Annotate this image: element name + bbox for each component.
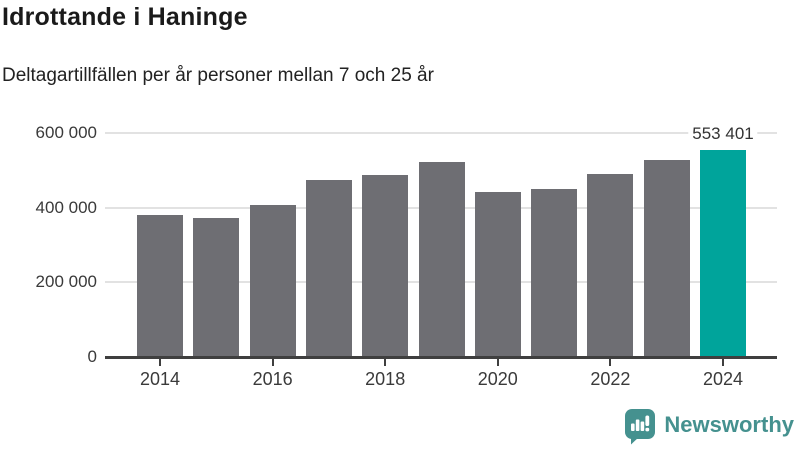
gridline-600000 bbox=[105, 132, 777, 134]
y-axis-label: 600 000 bbox=[35, 123, 97, 142]
bar-2014 bbox=[137, 215, 183, 357]
x-tick-2024 bbox=[722, 359, 724, 366]
bar-2021 bbox=[531, 188, 578, 357]
x-axis-label-2022: 2022 bbox=[590, 369, 631, 389]
x-tick-2016 bbox=[271, 359, 274, 366]
bar-2024 bbox=[700, 150, 746, 357]
bar-2015 bbox=[193, 218, 240, 357]
y-axis-label: 400 000 bbox=[35, 197, 97, 217]
x-axis-line bbox=[105, 356, 777, 359]
bar-2017 bbox=[305, 180, 352, 357]
x-axis-label-2014: 2014 bbox=[139, 369, 181, 389]
newsworthy-logo-icon bbox=[624, 408, 657, 445]
bar-2018 bbox=[362, 175, 409, 357]
x-tick-2020 bbox=[496, 359, 499, 366]
x-axis-label-2016: 2016 bbox=[252, 369, 293, 389]
y-axis-label: 200 000 bbox=[35, 272, 97, 292]
chart-subtitle: Deltagartillfällen per år personer mella… bbox=[2, 65, 434, 86]
x-axis-label-2020: 2020 bbox=[477, 369, 518, 389]
newsworthy-wordmark: Newsworthy bbox=[664, 411, 794, 437]
x-tick-2018 bbox=[384, 359, 387, 366]
chart-title: Idrottande i Haninge bbox=[2, 3, 248, 31]
bar-2019 bbox=[418, 162, 465, 357]
x-axis-label-2024: 2024 bbox=[702, 369, 744, 389]
y-axis-label: 0 bbox=[87, 347, 97, 366]
highlight-value-label: 553 401 bbox=[688, 124, 758, 145]
bar-2022 bbox=[587, 174, 634, 357]
bar-2023 bbox=[643, 159, 690, 357]
bar-2020 bbox=[474, 192, 521, 357]
x-tick-2022 bbox=[609, 359, 612, 366]
newsworthy-brand: Newsworthy bbox=[624, 408, 794, 445]
bar-2016 bbox=[249, 204, 296, 357]
x-axis-label-2018: 2018 bbox=[365, 369, 406, 389]
x-tick-2014 bbox=[159, 359, 161, 366]
